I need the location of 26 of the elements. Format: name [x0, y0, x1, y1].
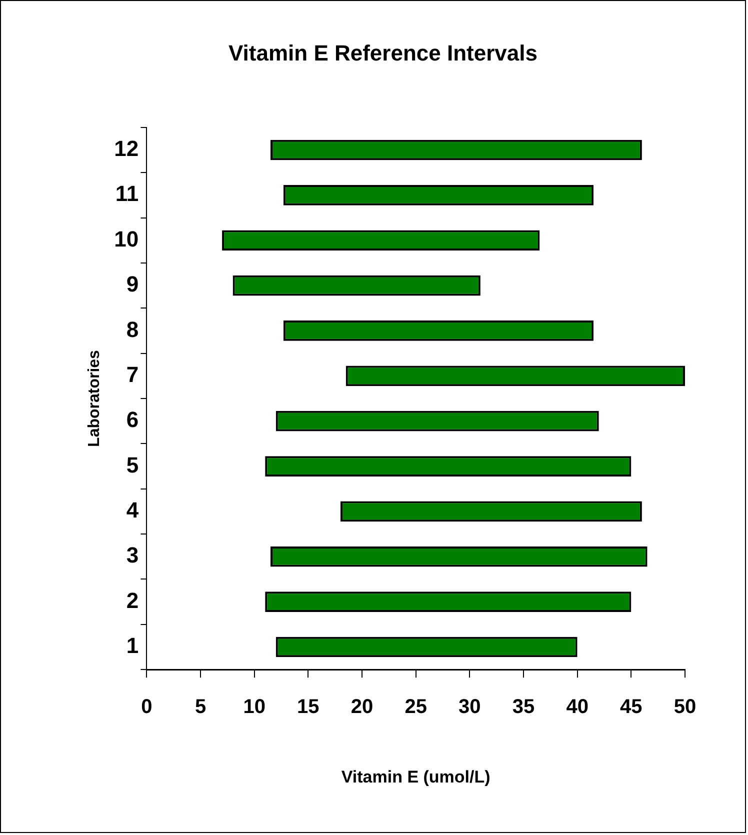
y-tick-label: 10 — [114, 226, 139, 252]
x-axis-title: Vitamin E (umol/L) — [341, 767, 490, 786]
y-tick-label: 1 — [126, 633, 139, 658]
y-tick-label: 8 — [126, 316, 139, 342]
y-tick-label: 11 — [115, 181, 139, 206]
y-tick-label: 6 — [126, 407, 139, 432]
y-tick-label: 2 — [126, 588, 139, 613]
x-tick-label: 15 — [297, 696, 320, 718]
y-tick-label: 5 — [126, 452, 139, 478]
x-tick-label: 0 — [141, 696, 152, 718]
x-tick-label: 25 — [404, 696, 427, 718]
x-tick-label: 50 — [674, 696, 696, 718]
y-tick-label: 4 — [126, 498, 140, 523]
x-tick-label: 45 — [620, 696, 642, 718]
y-tick-label: 7 — [126, 362, 139, 387]
x-tick-label: 10 — [243, 696, 266, 718]
y-tick-label: 12 — [114, 136, 139, 162]
y-tick-label: 9 — [126, 272, 139, 297]
x-tick-label: 35 — [512, 696, 535, 718]
x-tick-label: 5 — [194, 696, 206, 718]
chart-title: Vitamin E Reference Intervals — [228, 40, 538, 66]
x-tick-label: 30 — [458, 696, 481, 718]
x-tick-label: 40 — [566, 696, 588, 718]
x-tick-label: 20 — [350, 696, 374, 718]
y-tick-label: 3 — [126, 542, 139, 568]
y-axis-title: Laboratories — [86, 350, 104, 447]
